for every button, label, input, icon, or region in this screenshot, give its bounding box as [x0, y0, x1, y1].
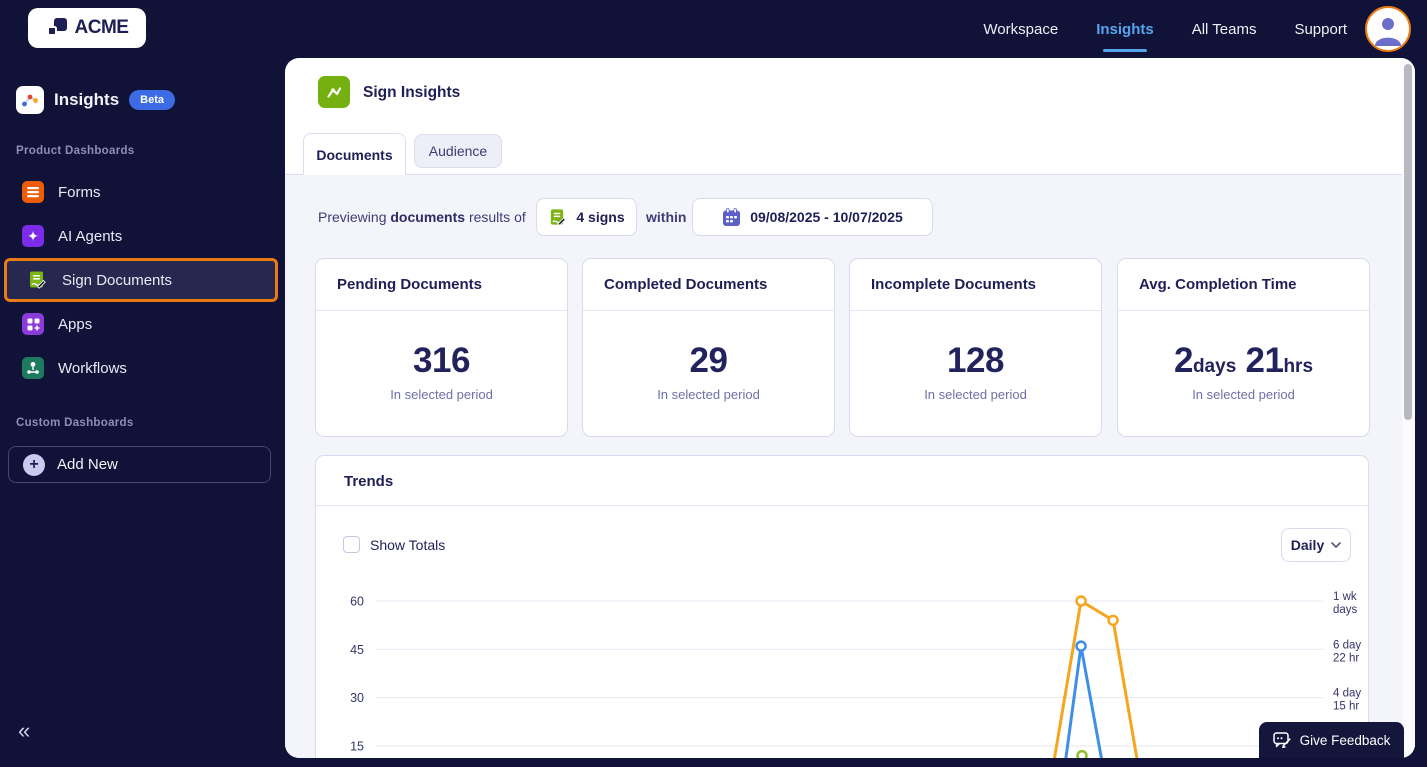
stat-card-subtitle: In selected period [390, 387, 493, 402]
date-range-button[interactable]: 09/08/2025 - 10/07/2025 [692, 198, 933, 236]
stat-card-value: 316 [413, 341, 470, 380]
feedback-icon [1272, 732, 1291, 748]
person-icon [1375, 18, 1401, 46]
stat-card-title: Avg. Completion Time [1118, 259, 1369, 311]
sidebar-item-label: AI Agents [58, 227, 123, 245]
sidebar-item-label: Forms [58, 183, 101, 201]
show-totals-toggle[interactable]: Show Totals [343, 536, 445, 553]
section-custom-dashboards: Custom Dashboards [16, 417, 134, 429]
acme-logo[interactable]: ACME [28, 8, 146, 48]
stat-card-value: 128 [947, 341, 1004, 380]
page-title: Sign Insights [363, 84, 461, 101]
stat-card-subtitle: In selected period [657, 387, 760, 402]
signs-count-label: 4 signs [576, 209, 625, 225]
brand-name: ACME [74, 17, 129, 38]
apps-icon [22, 313, 44, 335]
sidebar-item-sign-documents[interactable]: Sign Documents [4, 258, 278, 302]
insights-app-icon [16, 86, 44, 114]
stat-card-pending: Pending Documents 316 In selected period [315, 258, 568, 437]
trends-title: Trends [344, 473, 394, 490]
trends-chart: 60 45 30 15 1 wk days 6 day 22 hr 4 day 15 hr [331, 586, 1371, 758]
tabs-divider [285, 174, 1415, 175]
top-navigation: Workspace Insights All Teams Support [983, 0, 1347, 58]
signs-filter-button[interactable]: 4 signs [536, 198, 637, 236]
trends-card: Trends Show Totals Daily 60 45 30 15 1 wk day… [315, 455, 1369, 758]
stat-card-title: Incomplete Documents [850, 259, 1101, 311]
sign-insights-icon [318, 76, 350, 108]
svg-text:45: 45 [350, 643, 364, 657]
show-totals-checkbox[interactable] [343, 536, 360, 553]
date-range-label: 09/08/2025 - 10/07/2025 [750, 209, 903, 225]
chevron-down-icon [1331, 542, 1342, 548]
show-totals-label: Show Totals [370, 536, 446, 553]
calendar-icon [723, 207, 741, 226]
plus-icon: + [23, 453, 45, 476]
give-feedback-label: Give Feedback [1299, 732, 1391, 748]
stat-card-value: 2days 21hrs [1173, 341, 1314, 380]
tab-documents[interactable]: Documents [303, 133, 406, 175]
section-product-dashboards: Product Dashboards [16, 145, 135, 157]
sidebar-item-ai-agents[interactable]: ✦ AI Agents [0, 214, 285, 258]
svg-text:15: 15 [350, 740, 364, 754]
granularity-dropdown[interactable]: Daily [1281, 528, 1351, 562]
top-bar: ACME Workspace Insights All Teams Suppor… [0, 0, 1427, 58]
add-new-dashboard-button[interactable]: + Add New [8, 446, 271, 483]
stat-card-avg-completion: Avg. Completion Time 2days 21hrs In sele… [1117, 258, 1370, 437]
filter-description: Previewing documents results of [318, 209, 526, 225]
give-feedback-button[interactable]: Give Feedback [1259, 722, 1404, 758]
stat-card-incomplete: Incomplete Documents 128 In selected per… [849, 258, 1102, 437]
collapse-sidebar-icon[interactable]: « [18, 718, 31, 743]
scrollbar-thumb[interactable] [1404, 64, 1412, 420]
stat-card-title: Pending Documents [316, 259, 567, 311]
add-new-label: Add New [57, 456, 118, 473]
acme-logo-icon [46, 16, 70, 40]
nav-support[interactable]: Support [1294, 20, 1347, 38]
nav-workspace[interactable]: Workspace [983, 20, 1059, 38]
stat-card-subtitle: In selected period [924, 387, 1027, 402]
stat-card-title: Completed Documents [583, 259, 834, 311]
workflows-icon [22, 357, 44, 379]
scrollbar-track[interactable] [1402, 58, 1415, 758]
sidebar-item-workflows[interactable]: Workflows [0, 346, 285, 390]
beta-badge: Beta [129, 90, 176, 110]
sidebar-app-header: Insights Beta [16, 86, 176, 114]
sidebar-item-label: Sign Documents [62, 271, 173, 289]
nav-insights[interactable]: Insights [1096, 20, 1154, 38]
stat-card-completed: Completed Documents 29 In selected perio… [582, 258, 835, 437]
sidebar: Insights Beta Product Dashboards Forms ✦… [0, 58, 285, 767]
sign-documents-icon [26, 269, 48, 291]
user-avatar[interactable] [1365, 6, 1411, 52]
sidebar-item-apps[interactable]: Apps [0, 302, 285, 346]
sidebar-app-title: Insights [54, 90, 120, 109]
granularity-value: Daily [1290, 537, 1325, 553]
stat-card-subtitle: In selected period [1192, 387, 1295, 402]
main-panel: Sign Insights Documents Audience Preview… [285, 58, 1415, 758]
trend-line-chart: 60 45 30 15 1 wk days 6 day 22 hr 4 day 15 hr [350, 591, 1361, 758]
forms-icon [22, 181, 44, 203]
svg-text:30: 30 [350, 691, 364, 705]
tab-audience[interactable]: Audience [414, 134, 502, 168]
sidebar-item-forms[interactable]: Forms [0, 170, 285, 214]
nav-all-teams[interactable]: All Teams [1191, 20, 1257, 38]
sign-document-icon [551, 208, 567, 226]
sidebar-item-label: Apps [58, 315, 93, 333]
within-label: within [646, 209, 687, 225]
svg-text:60: 60 [350, 595, 364, 609]
ai-agents-icon: ✦ [22, 225, 44, 247]
trends-divider [316, 505, 1368, 506]
sidebar-item-label: Workflows [58, 359, 127, 377]
stat-card-value: 29 [689, 341, 728, 380]
